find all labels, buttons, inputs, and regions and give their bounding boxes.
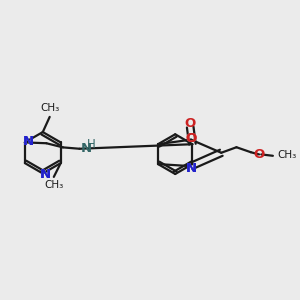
Text: O: O (186, 132, 197, 145)
Text: N: N (185, 162, 197, 175)
Text: N: N (81, 142, 92, 155)
Text: H: H (86, 138, 95, 151)
Text: N: N (23, 135, 34, 148)
Text: CH₃: CH₃ (44, 181, 63, 190)
Text: N: N (39, 168, 51, 181)
Text: CH₃: CH₃ (40, 103, 60, 113)
Text: O: O (184, 117, 196, 130)
Text: O: O (186, 132, 197, 145)
Text: N: N (39, 168, 51, 181)
Text: O: O (254, 148, 265, 161)
Text: O: O (186, 132, 197, 145)
Text: N: N (185, 162, 197, 175)
Text: CH₃: CH₃ (278, 150, 297, 160)
Text: N: N (23, 135, 34, 148)
Text: N: N (185, 162, 197, 175)
Text: N: N (23, 135, 34, 148)
Text: N: N (39, 168, 51, 181)
